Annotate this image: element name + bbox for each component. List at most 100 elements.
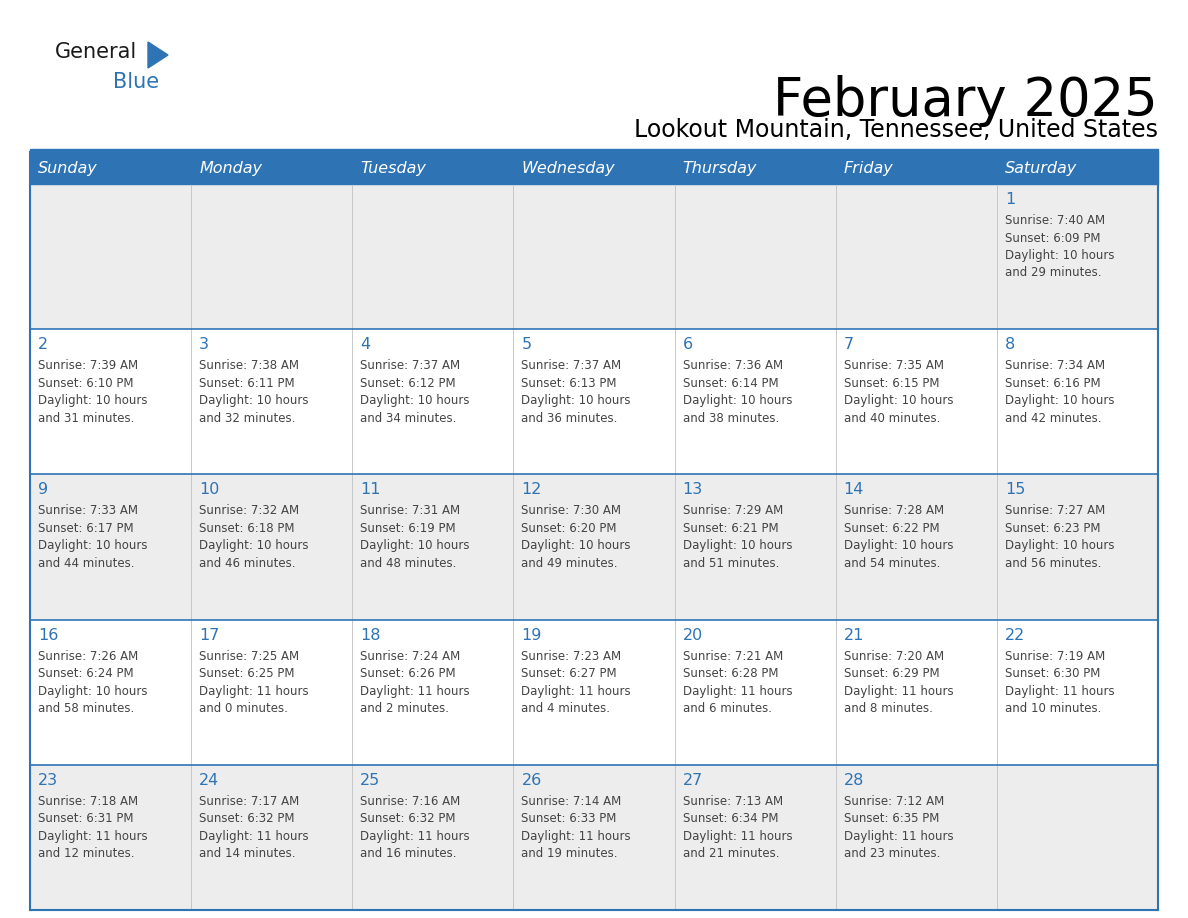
Text: 25: 25 bbox=[360, 773, 380, 788]
Text: Daylight: 10 hours: Daylight: 10 hours bbox=[1005, 540, 1114, 553]
Text: 3: 3 bbox=[200, 337, 209, 353]
Text: 28: 28 bbox=[843, 773, 864, 788]
Text: Sunrise: 7:31 AM: Sunrise: 7:31 AM bbox=[360, 504, 461, 518]
Text: Sunset: 6:32 PM: Sunset: 6:32 PM bbox=[360, 812, 456, 825]
Bar bbox=[30, 184, 1158, 330]
Text: Sunset: 6:35 PM: Sunset: 6:35 PM bbox=[843, 812, 939, 825]
Text: 27: 27 bbox=[683, 773, 703, 788]
Text: Sunset: 6:21 PM: Sunset: 6:21 PM bbox=[683, 522, 778, 535]
Text: 22: 22 bbox=[1005, 628, 1025, 643]
Text: and 12 minutes.: and 12 minutes. bbox=[38, 847, 134, 860]
Text: Daylight: 10 hours: Daylight: 10 hours bbox=[200, 540, 309, 553]
Text: 17: 17 bbox=[200, 628, 220, 643]
Text: Sunrise: 7:39 AM: Sunrise: 7:39 AM bbox=[38, 359, 138, 372]
Text: Sunrise: 7:27 AM: Sunrise: 7:27 AM bbox=[1005, 504, 1105, 518]
Text: Sunset: 6:11 PM: Sunset: 6:11 PM bbox=[200, 376, 295, 390]
Text: Sunset: 6:29 PM: Sunset: 6:29 PM bbox=[843, 667, 940, 680]
Text: and 44 minutes.: and 44 minutes. bbox=[38, 557, 134, 570]
Text: Sunrise: 7:34 AM: Sunrise: 7:34 AM bbox=[1005, 359, 1105, 372]
Text: Tuesday: Tuesday bbox=[360, 161, 426, 175]
Text: and 54 minutes.: and 54 minutes. bbox=[843, 557, 940, 570]
Text: Daylight: 10 hours: Daylight: 10 hours bbox=[522, 394, 631, 408]
Text: Daylight: 10 hours: Daylight: 10 hours bbox=[360, 394, 469, 408]
Text: Sunset: 6:34 PM: Sunset: 6:34 PM bbox=[683, 812, 778, 825]
Text: Sunset: 6:33 PM: Sunset: 6:33 PM bbox=[522, 812, 617, 825]
Text: and 38 minutes.: and 38 minutes. bbox=[683, 411, 779, 425]
Text: Sunrise: 7:30 AM: Sunrise: 7:30 AM bbox=[522, 504, 621, 518]
Text: Saturday: Saturday bbox=[1005, 161, 1078, 175]
Text: Sunset: 6:09 PM: Sunset: 6:09 PM bbox=[1005, 231, 1100, 244]
Text: Sunrise: 7:38 AM: Sunrise: 7:38 AM bbox=[200, 359, 299, 372]
Text: 20: 20 bbox=[683, 628, 703, 643]
Text: Sunset: 6:30 PM: Sunset: 6:30 PM bbox=[1005, 667, 1100, 680]
Text: and 21 minutes.: and 21 minutes. bbox=[683, 847, 779, 860]
Text: Sunrise: 7:14 AM: Sunrise: 7:14 AM bbox=[522, 795, 621, 808]
Text: Sunset: 6:25 PM: Sunset: 6:25 PM bbox=[200, 667, 295, 680]
Bar bbox=[30, 475, 1158, 620]
Text: and 0 minutes.: and 0 minutes. bbox=[200, 702, 287, 715]
Text: 15: 15 bbox=[1005, 482, 1025, 498]
Text: Daylight: 11 hours: Daylight: 11 hours bbox=[683, 685, 792, 698]
Text: 26: 26 bbox=[522, 773, 542, 788]
Text: Sunset: 6:18 PM: Sunset: 6:18 PM bbox=[200, 522, 295, 535]
Text: Daylight: 10 hours: Daylight: 10 hours bbox=[683, 394, 792, 408]
Text: 1: 1 bbox=[1005, 192, 1015, 207]
Text: 5: 5 bbox=[522, 337, 531, 353]
Text: 8: 8 bbox=[1005, 337, 1015, 353]
Text: Thursday: Thursday bbox=[683, 161, 757, 175]
Text: 18: 18 bbox=[360, 628, 381, 643]
Text: 23: 23 bbox=[38, 773, 58, 788]
Text: Daylight: 10 hours: Daylight: 10 hours bbox=[1005, 394, 1114, 408]
Text: and 36 minutes.: and 36 minutes. bbox=[522, 411, 618, 425]
Text: Daylight: 10 hours: Daylight: 10 hours bbox=[683, 540, 792, 553]
Text: 6: 6 bbox=[683, 337, 693, 353]
Text: and 51 minutes.: and 51 minutes. bbox=[683, 557, 779, 570]
Text: Sunset: 6:10 PM: Sunset: 6:10 PM bbox=[38, 376, 133, 390]
Text: 11: 11 bbox=[360, 482, 381, 498]
Text: Sunrise: 7:17 AM: Sunrise: 7:17 AM bbox=[200, 795, 299, 808]
Text: 12: 12 bbox=[522, 482, 542, 498]
Text: 9: 9 bbox=[38, 482, 49, 498]
Text: Daylight: 10 hours: Daylight: 10 hours bbox=[360, 540, 469, 553]
Text: Daylight: 11 hours: Daylight: 11 hours bbox=[843, 830, 953, 843]
Polygon shape bbox=[148, 42, 168, 68]
Text: Friday: Friday bbox=[843, 161, 893, 175]
Text: 16: 16 bbox=[38, 628, 58, 643]
Text: Sunrise: 7:21 AM: Sunrise: 7:21 AM bbox=[683, 650, 783, 663]
Text: 14: 14 bbox=[843, 482, 864, 498]
Text: Sunset: 6:31 PM: Sunset: 6:31 PM bbox=[38, 812, 133, 825]
Text: 21: 21 bbox=[843, 628, 864, 643]
Text: Sunrise: 7:24 AM: Sunrise: 7:24 AM bbox=[360, 650, 461, 663]
Text: and 19 minutes.: and 19 minutes. bbox=[522, 847, 618, 860]
Text: Sunset: 6:16 PM: Sunset: 6:16 PM bbox=[1005, 376, 1100, 390]
Text: Daylight: 11 hours: Daylight: 11 hours bbox=[360, 830, 470, 843]
Text: Sunset: 6:28 PM: Sunset: 6:28 PM bbox=[683, 667, 778, 680]
Text: Daylight: 10 hours: Daylight: 10 hours bbox=[38, 394, 147, 408]
Bar bbox=[30, 149, 1158, 152]
Text: February 2025: February 2025 bbox=[773, 75, 1158, 127]
Text: Daylight: 10 hours: Daylight: 10 hours bbox=[200, 394, 309, 408]
Text: Sunrise: 7:12 AM: Sunrise: 7:12 AM bbox=[843, 795, 944, 808]
Text: and 46 minutes.: and 46 minutes. bbox=[200, 557, 296, 570]
Text: Sunrise: 7:25 AM: Sunrise: 7:25 AM bbox=[200, 650, 299, 663]
Text: Sunset: 6:13 PM: Sunset: 6:13 PM bbox=[522, 376, 617, 390]
Text: Sunrise: 7:19 AM: Sunrise: 7:19 AM bbox=[1005, 650, 1105, 663]
Text: Daylight: 10 hours: Daylight: 10 hours bbox=[38, 540, 147, 553]
Text: Daylight: 10 hours: Daylight: 10 hours bbox=[1005, 249, 1114, 262]
Text: and 49 minutes.: and 49 minutes. bbox=[522, 557, 618, 570]
Text: Daylight: 11 hours: Daylight: 11 hours bbox=[200, 830, 309, 843]
Text: Sunset: 6:20 PM: Sunset: 6:20 PM bbox=[522, 522, 617, 535]
Text: Sunrise: 7:13 AM: Sunrise: 7:13 AM bbox=[683, 795, 783, 808]
Text: Sunset: 6:32 PM: Sunset: 6:32 PM bbox=[200, 812, 295, 825]
Text: Sunrise: 7:33 AM: Sunrise: 7:33 AM bbox=[38, 504, 138, 518]
Text: Daylight: 11 hours: Daylight: 11 hours bbox=[360, 685, 470, 698]
Text: and 31 minutes.: and 31 minutes. bbox=[38, 411, 134, 425]
Text: and 6 minutes.: and 6 minutes. bbox=[683, 702, 771, 715]
Text: and 42 minutes.: and 42 minutes. bbox=[1005, 411, 1101, 425]
Bar bbox=[30, 330, 1158, 475]
Text: Sunrise: 7:32 AM: Sunrise: 7:32 AM bbox=[200, 504, 299, 518]
Text: Sunset: 6:19 PM: Sunset: 6:19 PM bbox=[360, 522, 456, 535]
Text: Sunset: 6:12 PM: Sunset: 6:12 PM bbox=[360, 376, 456, 390]
Text: Daylight: 10 hours: Daylight: 10 hours bbox=[38, 685, 147, 698]
Text: Monday: Monday bbox=[200, 161, 263, 175]
